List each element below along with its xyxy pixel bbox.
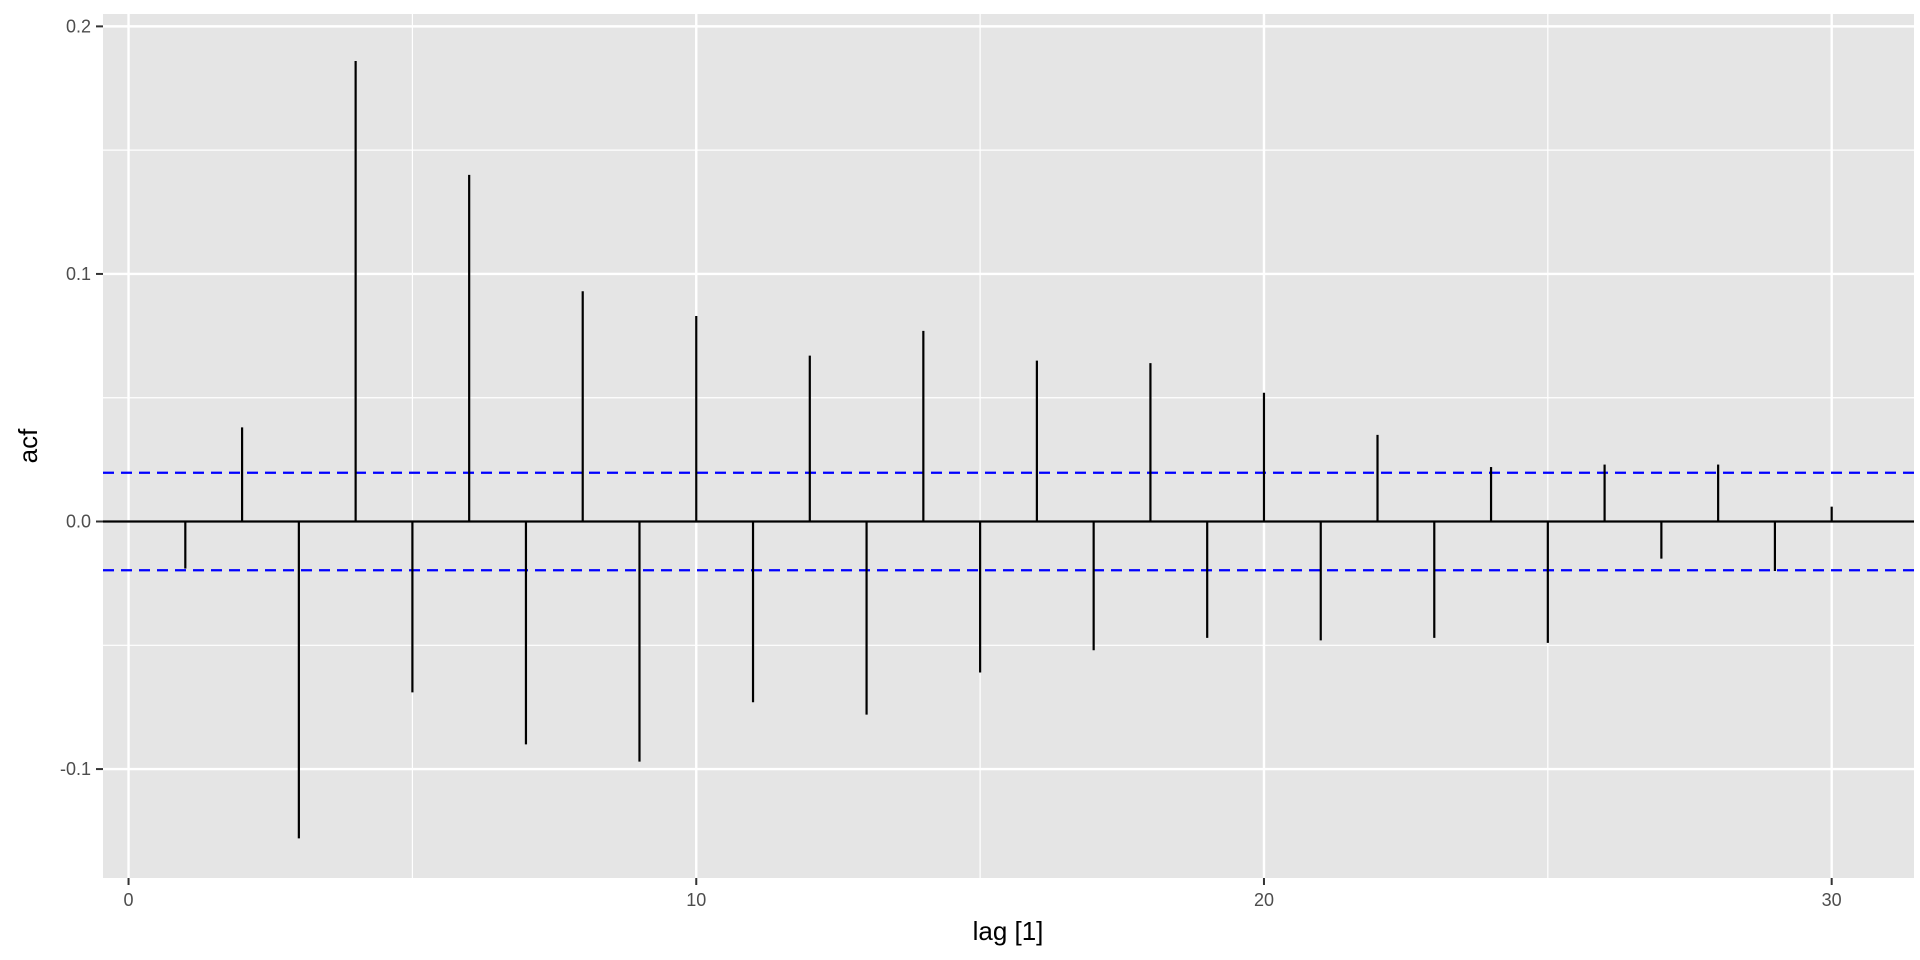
x-tick-label: 0 bbox=[124, 890, 134, 910]
y-tick-label: 0.1 bbox=[66, 264, 91, 284]
y-axis: -0.1 0.0 0.1 0.2 bbox=[60, 16, 103, 779]
y-tick-label: -0.1 bbox=[60, 759, 91, 779]
y-tick-label: 0.0 bbox=[66, 512, 91, 532]
panel-background bbox=[103, 14, 1914, 878]
x-axis-title: lag [1] bbox=[973, 916, 1044, 946]
x-tick-label: 30 bbox=[1822, 890, 1842, 910]
confidence-bounds bbox=[103, 471, 1914, 572]
x-tick-label: 20 bbox=[1254, 890, 1274, 910]
minor-gridlines bbox=[103, 14, 1914, 878]
y-tick-label: 0.2 bbox=[66, 16, 91, 36]
acf-bars bbox=[184, 61, 1833, 839]
x-tick-label: 10 bbox=[686, 890, 706, 910]
x-axis: 0 10 20 30 bbox=[124, 878, 1842, 910]
y-axis-title: acf bbox=[13, 428, 43, 463]
